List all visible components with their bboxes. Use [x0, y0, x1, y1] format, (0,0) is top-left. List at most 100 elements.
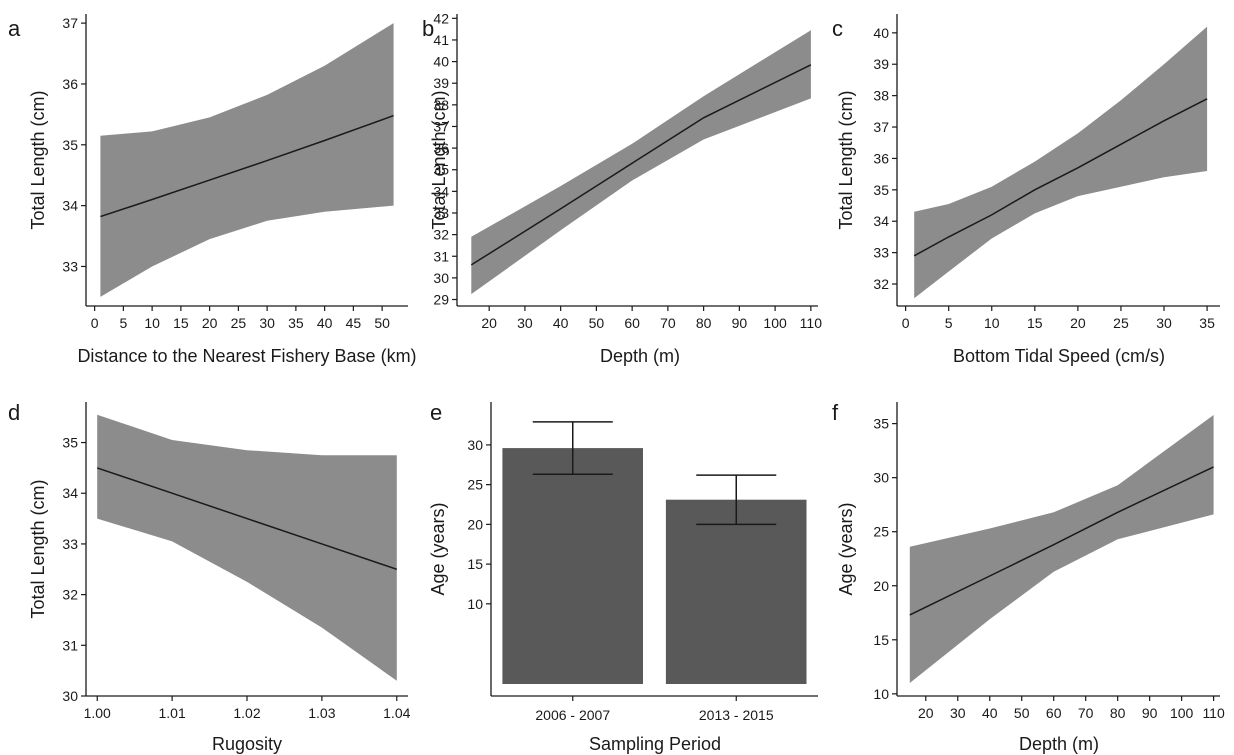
x-tick-label-a-1: 5 — [119, 315, 127, 331]
panel-letter-b: b — [422, 16, 434, 41]
y-tick-label-b-3: 32 — [433, 227, 449, 243]
y-tick-label-a-1: 34 — [62, 198, 78, 214]
x-tick-label-b-4: 60 — [624, 315, 640, 331]
y-tick-label-b-11: 40 — [433, 54, 449, 70]
y-tick-label-a-0: 33 — [62, 258, 78, 274]
x-tick-label-a-9: 45 — [346, 315, 362, 331]
confidence-band-a-0 — [100, 23, 394, 297]
panel-letter-d: d — [8, 400, 20, 425]
y-tick-label-b-8: 37 — [433, 118, 449, 134]
y-tick-label-e-3: 25 — [467, 477, 483, 493]
panel-b: 29 30 31 32 33 34 35 36 37 38 39 40 41 42 20 30 40 50 60 70… — [422, 10, 822, 366]
x-tick-label-c-1: 5 — [945, 315, 953, 331]
y-tick-label-c-4: 36 — [873, 150, 889, 166]
y-axis-label-d: Total Length (cm) — [28, 479, 48, 618]
y-tick-label-b-1: 30 — [433, 270, 449, 286]
confidence-band-b-0 — [471, 30, 811, 295]
x-tick-label-b-0: 20 — [481, 315, 497, 331]
y-tick-label-b-7: 36 — [433, 140, 449, 156]
x-tick-label-f-6: 80 — [1110, 705, 1126, 721]
x-axis-label-e: Sampling Period — [589, 734, 721, 754]
x-tick-label-c-6: 30 — [1156, 315, 1172, 331]
x-tick-label-f-7: 90 — [1142, 705, 1158, 721]
y-tick-label-e-1: 15 — [467, 556, 483, 572]
x-tick-label-a-7: 35 — [288, 315, 304, 331]
fit-line-b-0 — [470, 64, 812, 266]
y-tick-label-b-9: 38 — [433, 97, 449, 113]
x-tick-label-f-8: 100 — [1170, 705, 1194, 721]
fit-line-a-0 — [100, 114, 394, 218]
x-tick-label-b-7: 90 — [732, 315, 748, 331]
x-tick-label-a-6: 30 — [259, 315, 275, 331]
y-tick-label-b-4: 33 — [433, 205, 449, 221]
x-axis-label-b: Depth (m) — [600, 346, 680, 366]
x-tick-label-b-6: 80 — [696, 315, 712, 331]
y-tick-label-b-5: 34 — [433, 183, 449, 199]
y-tick-label-c-8: 40 — [873, 25, 889, 41]
x-tick-label-b-5: 70 — [660, 315, 676, 331]
x-axis-label-c: Bottom Tidal Speed (cm/s) — [953, 346, 1165, 366]
error-bar-e-0 — [532, 421, 613, 476]
x-tick-label-d-1: 1.01 — [158, 705, 185, 721]
y-tick-label-b-13: 42 — [433, 10, 449, 26]
y-tick-label-c-0: 32 — [873, 276, 889, 292]
error-bar-e-1 — [696, 474, 777, 526]
x-tick-label-e-1: 2013 - 2015 — [699, 707, 774, 723]
y-tick-label-b-0: 29 — [433, 292, 449, 308]
bar-e-1 — [665, 499, 807, 684]
y-tick-label-c-5: 37 — [873, 119, 889, 135]
y-axis-label-b: Total Length (cm) — [429, 90, 449, 229]
y-tick-label-b-6: 35 — [433, 162, 449, 178]
x-tick-label-d-3: 1.03 — [308, 705, 335, 721]
x-tick-label-c-7: 35 — [1199, 315, 1215, 331]
bar-e-0 — [502, 448, 643, 684]
x-tick-label-c-2: 10 — [984, 315, 1000, 331]
x-tick-label-e-0: 2006 - 2007 — [535, 707, 610, 723]
y-tick-label-d-4: 34 — [62, 485, 78, 501]
x-tick-label-f-3: 50 — [1014, 705, 1030, 721]
y-tick-label-d-2: 32 — [62, 587, 78, 603]
x-tick-label-f-5: 70 — [1078, 705, 1094, 721]
y-tick-label-b-2: 31 — [433, 248, 449, 264]
y-tick-label-a-4: 37 — [62, 15, 78, 31]
y-tick-label-c-3: 35 — [873, 182, 889, 198]
y-tick-label-e-2: 20 — [467, 516, 483, 532]
y-tick-label-d-5: 35 — [62, 435, 78, 451]
y-tick-label-c-1: 33 — [873, 245, 889, 261]
y-tick-label-f-0: 10 — [873, 686, 889, 702]
x-tick-label-d-2: 1.02 — [233, 705, 260, 721]
y-tick-label-f-3: 25 — [873, 524, 889, 540]
x-tick-label-c-3: 15 — [1027, 315, 1043, 331]
confidence-band-d-0 — [97, 414, 397, 681]
x-tick-label-c-0: 0 — [902, 315, 910, 331]
x-tick-label-d-0: 1.00 — [84, 705, 111, 721]
x-tick-label-a-8: 40 — [317, 315, 333, 331]
confidence-band-f-0 — [909, 415, 1214, 683]
x-tick-label-a-5: 25 — [231, 315, 247, 331]
y-tick-label-f-5: 35 — [873, 416, 889, 432]
x-tick-label-b-2: 40 — [553, 315, 569, 331]
y-axis-label-c: Total Length (cm) — [836, 90, 856, 229]
panel-f: 10 15 20 25 30 35 20 30 40 50 60 70 80 90 100 110 Depth … — [832, 400, 1225, 754]
panel-d: 30 31 32 33 34 35 1.00 1.01 1.02 1.03 1.04 Rugosity… — [8, 400, 411, 754]
x-tick-label-c-4: 20 — [1070, 315, 1086, 331]
confidence-band-c-0 — [914, 26, 1208, 299]
panel-a: 33 34 35 36 37 0 5 10 15 20 25 30 35 40 45 50 Distance t… — [8, 14, 417, 366]
panel-letter-f: f — [832, 400, 839, 425]
y-tick-label-e-4: 30 — [467, 437, 483, 453]
x-tick-label-b-8: 100 — [763, 315, 787, 331]
y-tick-label-e-0: 10 — [467, 596, 483, 612]
panel-c: 32 33 34 35 36 37 38 39 40 0 5 10 15 20 25 30 35 Bottom T… — [832, 14, 1220, 366]
y-tick-label-c-2: 34 — [873, 213, 889, 229]
x-axis-label-d: Rugosity — [212, 734, 282, 754]
y-tick-label-f-2: 20 — [873, 578, 889, 594]
x-axis-label-a: Distance to the Nearest Fishery Base (km… — [77, 346, 416, 366]
x-tick-label-f-1: 30 — [950, 705, 966, 721]
y-tick-label-c-7: 39 — [873, 56, 889, 72]
x-tick-label-f-2: 40 — [982, 705, 998, 721]
y-tick-label-f-4: 30 — [873, 470, 889, 486]
panel-e: 2006 - 2007 2013 - 2015 10 15 20 25 30 Sampling… — [428, 400, 818, 754]
panel-letter-e: e — [430, 400, 442, 425]
y-axis-label-e: Age (years) — [428, 502, 448, 595]
